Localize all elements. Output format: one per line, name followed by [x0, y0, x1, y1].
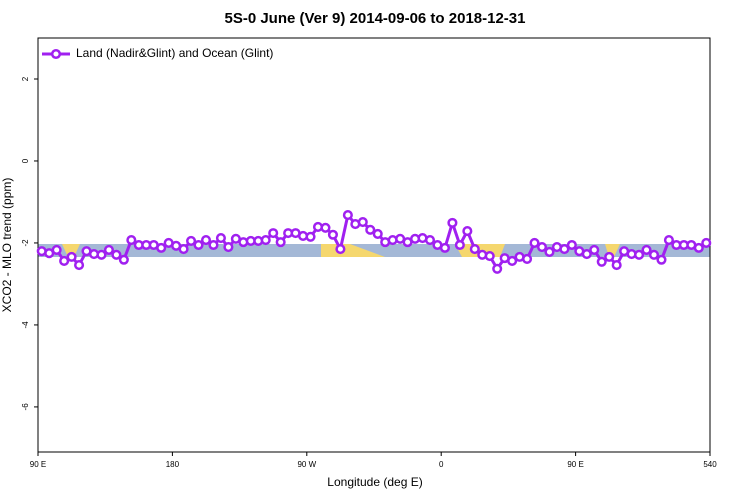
data-point — [268, 228, 279, 239]
data-point — [59, 255, 70, 267]
data-point — [96, 249, 107, 260]
y-tick-label: -2 — [21, 239, 30, 247]
chart-title: 5S-0 June (Ver 9) 2014-09-06 to 2018-12-… — [224, 10, 525, 27]
data-point — [484, 251, 495, 262]
y-tick-label: -4 — [21, 321, 30, 329]
data-point — [118, 254, 129, 265]
data-point — [596, 256, 607, 267]
data-point — [604, 251, 615, 262]
data-point — [544, 246, 555, 258]
data-point — [522, 253, 533, 264]
data-point — [365, 224, 376, 235]
data-point — [439, 242, 450, 253]
data-point — [566, 239, 577, 251]
data-point — [559, 244, 570, 255]
legend: Land (Nadir&Glint) and Ocean (Glint) — [42, 46, 273, 60]
x-tick-label: 90 W — [297, 460, 316, 469]
data-point — [611, 260, 622, 271]
data-point — [66, 251, 77, 262]
x-tick-label: 90 E — [567, 460, 583, 469]
data-point — [492, 263, 503, 274]
data-point — [424, 235, 436, 246]
data-point — [372, 228, 383, 239]
data-point — [178, 244, 189, 255]
data-point — [701, 237, 712, 249]
data-point — [663, 235, 674, 246]
data-point — [357, 216, 368, 228]
data-point — [529, 237, 540, 249]
x-axis-label: Longitude (deg E) — [327, 475, 422, 489]
data-point — [581, 248, 592, 260]
data-point — [641, 244, 652, 255]
data-point — [103, 244, 114, 255]
data-point — [462, 226, 473, 237]
legend-marker — [50, 48, 62, 60]
data-point — [536, 241, 548, 253]
y-tick-label: 2 — [21, 76, 30, 81]
data-point — [454, 239, 465, 251]
data-point — [208, 239, 219, 251]
data-point — [589, 244, 600, 255]
data-point — [634, 249, 645, 260]
data-point — [327, 229, 338, 240]
data-point — [260, 235, 271, 246]
data-point — [51, 244, 62, 255]
data-point — [215, 232, 226, 244]
x-tick-label: 540 — [703, 460, 717, 469]
x-tick-label: 180 — [166, 460, 180, 469]
data-point — [693, 242, 704, 253]
data-point — [193, 239, 204, 251]
y-axis-label: XCO2 - MLO trend (ppm) — [0, 178, 14, 313]
data-point — [305, 231, 316, 242]
data-point — [186, 235, 197, 246]
data-point — [74, 260, 85, 271]
data-point — [656, 254, 667, 265]
legend-label: Land (Nadir&Glint) and Ocean (Glint) — [76, 46, 273, 60]
data-point — [507, 255, 518, 267]
x-tick-label: 90 E — [30, 460, 46, 469]
data-point — [320, 222, 331, 233]
data-point — [200, 235, 212, 246]
data-point — [275, 237, 286, 248]
data-point — [156, 242, 167, 253]
y-tick-label: -6 — [21, 403, 30, 411]
y-tick-label: 0 — [21, 158, 30, 163]
data-point — [648, 249, 660, 260]
data-point — [335, 244, 346, 255]
x-tick-label: 0 — [439, 460, 444, 469]
data-point — [469, 244, 480, 255]
data-point — [447, 217, 458, 228]
data-point — [111, 249, 122, 260]
data-point — [342, 210, 353, 221]
data-point — [126, 235, 137, 246]
data-point — [223, 241, 234, 253]
